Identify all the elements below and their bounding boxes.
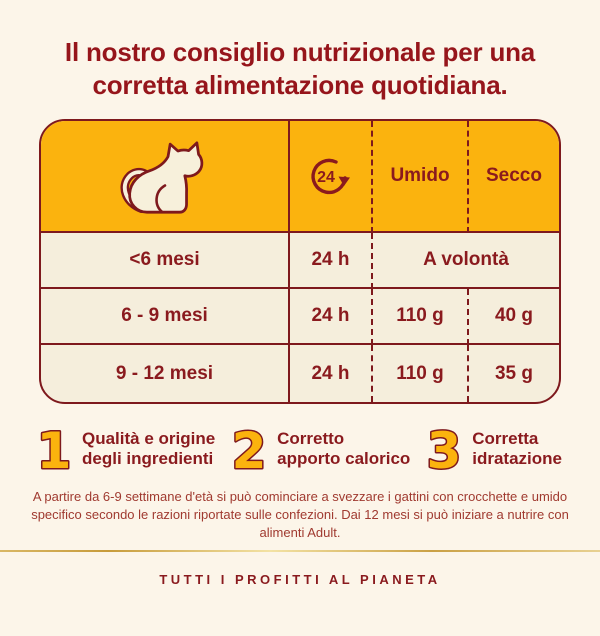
point-calories: 2 Corretto apporto calorico (231, 424, 410, 474)
dry-column-label: Secco (486, 165, 542, 187)
24h-clock-icon: 24 (310, 158, 350, 195)
point-hydration: 3 Corretta idratazione (426, 424, 562, 474)
table-row-wet-amount: 110 g (373, 345, 469, 403)
point-label: Corretto apporto calorico (277, 429, 410, 469)
point-label-line2: idratazione (472, 449, 562, 469)
table-row-wet-amount: 110 g (373, 289, 469, 346)
table-row-age: 9 - 12 mesi (41, 345, 290, 403)
table-row-frequency: 24 h (290, 233, 373, 290)
number-3-badge: 3 (426, 424, 462, 474)
header-frequency-cell: 24 (290, 121, 373, 234)
page-title: Il nostro consiglio nutrizionale per una… (64, 37, 536, 101)
point-label: Corretta idratazione (472, 429, 562, 469)
infographic-page: Il nostro consiglio nutrizionale per una… (0, 36, 600, 636)
point-quality: 1 Qualità e origine degli ingredienti (36, 424, 215, 474)
point-label-line2: degli ingredienti (82, 449, 214, 469)
number-1-badge: 1 (36, 424, 72, 474)
header-age-cell (41, 121, 290, 234)
point-label-line1: Qualità e origine (82, 428, 216, 448)
feeding-table: 24 Umido Secco <6 mesi 24 h A volontà 6 … (39, 119, 561, 405)
clock-24-label: 24 (317, 169, 335, 186)
point-label-line1: Corretto (277, 428, 345, 448)
header-wet-cell: Umido (373, 121, 469, 234)
table-row-age: <6 mesi (41, 233, 290, 290)
wet-column-label: Umido (390, 165, 450, 187)
table-row-age: 6 - 9 mesi (41, 289, 290, 346)
table-row-amount-merged: A volontà (373, 233, 559, 290)
point-number: 1 (37, 424, 72, 474)
point-label-line1: Corretta (472, 428, 539, 448)
table-row-frequency: 24 h (290, 289, 373, 346)
table-row-frequency: 24 h (290, 345, 373, 403)
point-label: Qualità e origine degli ingredienti (82, 429, 215, 469)
gold-divider (0, 549, 600, 552)
point-number: 2 (232, 424, 267, 474)
key-points: 1 Qualità e origine degli ingredienti 2 … (36, 424, 562, 474)
weaning-note: A partire da 6-9 settimane d'età si può … (31, 489, 569, 541)
table-row-dry-amount: 35 g (494, 362, 534, 384)
cat-icon (120, 141, 203, 214)
number-2-badge: 2 (231, 424, 267, 474)
header-dry-cell: Secco (469, 121, 559, 234)
footer-slogan: TUTTI I PROFITTI AL PIANETA (159, 571, 441, 587)
point-label-line2: apporto calorico (277, 449, 411, 469)
point-number: 3 (427, 424, 462, 474)
table-row-dry-amount: 40 g (469, 289, 559, 346)
